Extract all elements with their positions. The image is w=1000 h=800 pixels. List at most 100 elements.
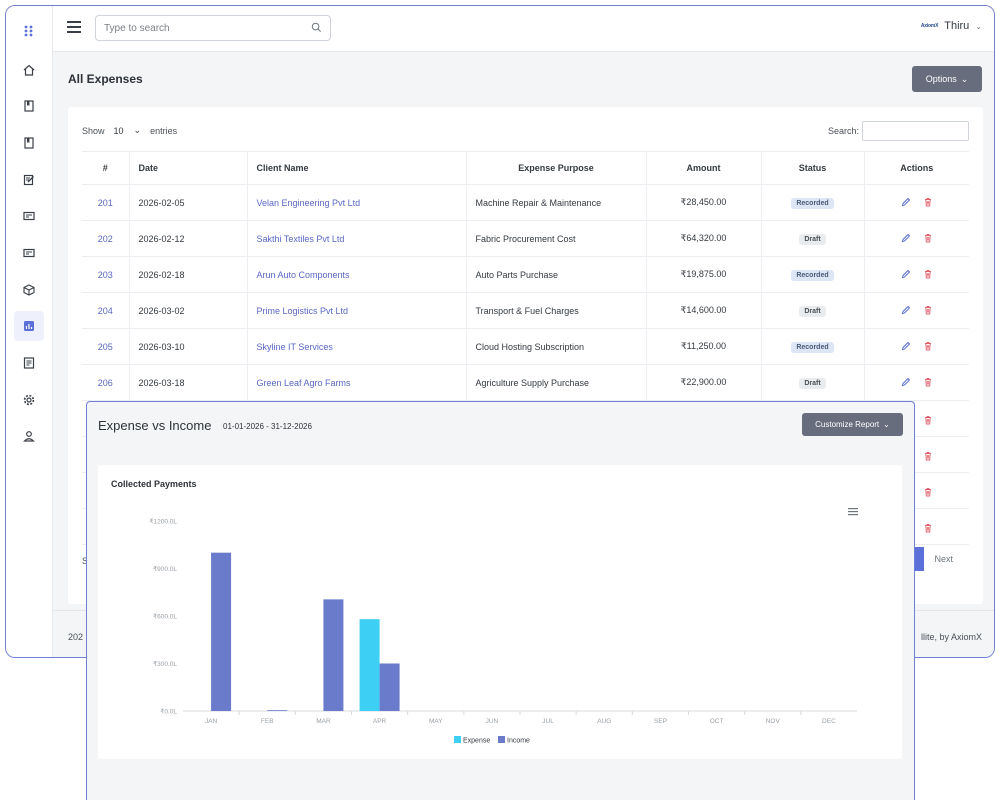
x-tick-label: JUN	[486, 718, 499, 725]
book-icon[interactable]	[14, 91, 44, 121]
x-tick-label: MAR	[316, 718, 331, 725]
expense-purpose: Agriculture Supply Purchase	[466, 364, 647, 401]
expense-purpose: Transport & Fuel Charges	[466, 292, 647, 329]
next-page-button[interactable]: Next	[934, 554, 953, 564]
apps-grid-icon[interactable]	[14, 16, 44, 46]
expense-date: 2026-02-05	[129, 184, 248, 221]
trash-icon[interactable]	[923, 269, 933, 279]
col-header-purpose[interactable]: Expense Purpose	[466, 151, 647, 185]
table-search-input[interactable]	[862, 121, 969, 141]
user-icon[interactable]	[14, 421, 44, 451]
options-button-label: Options	[925, 74, 957, 84]
show-entries: Show 10 ⌄ entries	[82, 125, 177, 136]
table-row: 202 2026-02-12 Sakthi Textiles Pvt Ltd F…	[82, 220, 969, 257]
trash-icon[interactable]	[923, 233, 933, 243]
gear-icon[interactable]	[14, 385, 44, 415]
global-search	[95, 15, 331, 41]
trash-icon[interactable]	[923, 523, 933, 533]
x-tick-label: SEP	[654, 718, 667, 725]
status-badge: Recorded	[791, 269, 834, 281]
expense-id-link[interactable]: 206	[97, 377, 113, 388]
col-header-actions: Actions	[864, 151, 969, 185]
x-tick-label: JAN	[205, 718, 218, 725]
report-icon[interactable]	[14, 348, 44, 378]
y-tick-label: ₹0.0L	[160, 708, 177, 716]
hamburger-menu-icon[interactable]	[67, 21, 81, 33]
bar-income-feb	[267, 710, 288, 711]
expense-amount: ₹28,450.00	[646, 184, 762, 221]
edit-icon[interactable]	[901, 233, 911, 243]
bar-chart-icon[interactable]	[14, 311, 44, 341]
expense-amount: ₹14,600.00	[646, 292, 762, 329]
trash-icon[interactable]	[923, 451, 933, 461]
expense-id-link[interactable]: 204	[97, 305, 113, 316]
user-menu[interactable]: AxiomX Thiru ⌄	[921, 20, 982, 32]
sidebar	[6, 6, 53, 657]
bar-income-apr	[379, 663, 400, 711]
client-name-link[interactable]: Green Leaf Agro Farms	[256, 377, 351, 388]
expense-purpose: Machine Repair & Maintenance	[466, 184, 647, 221]
status-badge: Recorded	[791, 341, 834, 353]
trash-icon[interactable]	[923, 305, 933, 315]
edit-document-icon[interactable]	[14, 165, 44, 195]
expense-purpose: Fabric Procurement Cost	[466, 220, 647, 257]
trash-icon[interactable]	[923, 415, 933, 425]
trash-icon[interactable]	[923, 197, 933, 207]
chevron-down-icon: ⌄	[883, 420, 890, 429]
table-row: 203 2026-02-18 Arun Auto Components Auto…	[82, 256, 969, 293]
edit-icon[interactable]	[901, 197, 911, 207]
trash-icon[interactable]	[923, 341, 933, 351]
search-input[interactable]	[96, 16, 296, 40]
footer-credit: llite, by AxiomX	[920, 632, 982, 642]
status-badge: Draft	[799, 305, 826, 317]
col-header-client[interactable]: Client Name	[247, 151, 467, 185]
options-button[interactable]: Options ⌄	[912, 66, 982, 92]
chevron-down-icon: ⌄	[975, 21, 982, 31]
client-name-link[interactable]: Sakthi Textiles Pvt Ltd	[256, 233, 345, 244]
trash-icon[interactable]	[923, 377, 933, 387]
bookmark-icon[interactable]	[14, 128, 44, 158]
card-icon[interactable]	[14, 201, 44, 231]
chevron-down-icon: ⌄	[133, 125, 142, 135]
trash-icon[interactable]	[923, 487, 933, 497]
x-tick-label: DEC	[822, 718, 836, 725]
report-date-range: 01-01-2026 - 31-12-2026	[223, 422, 312, 431]
expense-date: 2026-02-18	[129, 256, 248, 293]
table-row: 204 2026-03-02 Prime Logistics Pvt Ltd T…	[82, 292, 969, 329]
col-header-amount[interactable]: Amount	[646, 151, 762, 185]
report-title: Expense vs Income	[98, 418, 212, 433]
footer-copyright: 202	[68, 632, 84, 642]
legend-label-income: Income	[507, 738, 530, 745]
invoice-icon[interactable]	[14, 238, 44, 268]
expense-id-link[interactable]: 202	[97, 233, 113, 244]
expense-date: 2026-03-10	[129, 328, 248, 365]
client-name-link[interactable]: Prime Logistics Pvt Ltd	[256, 305, 349, 316]
col-header-date[interactable]: Date	[129, 151, 248, 185]
status-badge: Draft	[799, 377, 826, 389]
client-name-link[interactable]: Velan Engineering Pvt Ltd	[256, 197, 361, 208]
chart-menu-icon[interactable]	[848, 508, 858, 516]
entries-select[interactable]: 10 ⌄	[111, 125, 145, 136]
expense-date: 2026-03-18	[129, 364, 248, 401]
chevron-down-icon: ⌄	[960, 73, 969, 84]
edit-icon[interactable]	[901, 377, 911, 387]
customize-report-button[interactable]: Customize Report ⌄	[802, 413, 903, 436]
edit-icon[interactable]	[901, 341, 911, 351]
client-name-link[interactable]: Arun Auto Components	[256, 269, 350, 280]
edit-icon[interactable]	[901, 305, 911, 315]
expense-id-link[interactable]: 205	[97, 341, 113, 352]
y-tick-label: ₹600.0L	[153, 613, 177, 621]
home-icon[interactable]	[14, 55, 44, 85]
cube-icon[interactable]	[14, 275, 44, 305]
expense-id-link[interactable]: 203	[97, 269, 113, 280]
edit-icon[interactable]	[901, 269, 911, 279]
col-header-status[interactable]: Status	[761, 151, 865, 185]
expense-purpose: Cloud Hosting Subscription	[466, 328, 647, 365]
col-header-number[interactable]: #	[82, 151, 130, 185]
expense-amount: ₹11,250.00	[646, 328, 762, 365]
expense-id-link[interactable]: 201	[97, 197, 113, 208]
client-name-link[interactable]: Skyline IT Services	[256, 341, 333, 352]
search-icon[interactable]	[311, 22, 322, 33]
expense-purpose: Auto Parts Purchase	[466, 256, 647, 293]
status-badge: Recorded	[791, 197, 834, 209]
